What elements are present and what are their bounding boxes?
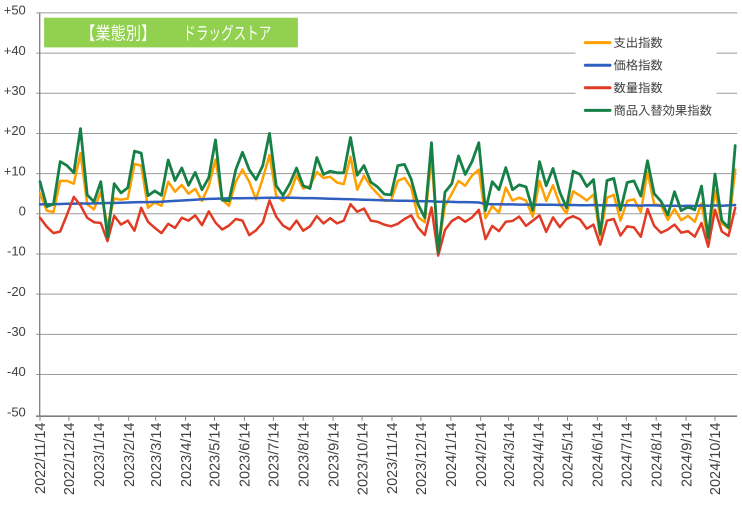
svg-text:-40: -40 xyxy=(7,364,26,379)
svg-text:2023/7/14: 2023/7/14 xyxy=(267,423,283,488)
svg-text:2022/12/14: 2022/12/14 xyxy=(62,423,78,496)
svg-text:+10: +10 xyxy=(4,163,26,178)
svg-text:+40: +40 xyxy=(4,43,26,58)
svg-text:2024/4/14: 2024/4/14 xyxy=(532,423,548,488)
svg-text:2024/9/14: 2024/9/14 xyxy=(679,423,695,488)
svg-text:2024/2/14: 2024/2/14 xyxy=(474,423,490,488)
svg-text:2023/12/14: 2023/12/14 xyxy=(414,423,430,496)
svg-text:+30: +30 xyxy=(4,83,26,98)
svg-text:-20: -20 xyxy=(7,284,26,299)
svg-text:2023/1/14: 2023/1/14 xyxy=(92,423,108,488)
svg-text:2023/11/14: 2023/11/14 xyxy=(385,423,401,495)
svg-text:2024/5/14: 2024/5/14 xyxy=(561,423,577,488)
svg-text:2023/4/14: 2023/4/14 xyxy=(179,423,195,488)
svg-text:2023/2/14: 2023/2/14 xyxy=(122,423,138,488)
svg-text:2024/8/14: 2024/8/14 xyxy=(649,423,665,488)
svg-text:2024/1/14: 2024/1/14 xyxy=(444,423,460,488)
svg-text:2024/6/14: 2024/6/14 xyxy=(591,423,607,488)
svg-text:2023/3/14: 2023/3/14 xyxy=(149,423,165,488)
svg-text:2024/7/14: 2024/7/14 xyxy=(620,423,636,488)
svg-text:2023/6/14: 2023/6/14 xyxy=(238,423,254,488)
svg-text:-50: -50 xyxy=(7,404,26,419)
svg-text:2023/5/14: 2023/5/14 xyxy=(208,423,224,488)
svg-text:2022/11/14: 2022/11/14 xyxy=(33,423,49,495)
svg-text:2024/3/14: 2024/3/14 xyxy=(502,422,518,487)
svg-text:-10: -10 xyxy=(7,244,26,259)
svg-text:2023/9/14: 2023/9/14 xyxy=(326,423,342,488)
svg-text:-30: -30 xyxy=(7,324,26,339)
svg-text:+20: +20 xyxy=(4,123,26,138)
svg-text:2024/10/14: 2024/10/14 xyxy=(708,423,724,496)
svg-text:2023/10/14: 2023/10/14 xyxy=(355,423,371,496)
svg-text:+50: +50 xyxy=(4,3,26,18)
svg-text:0: 0 xyxy=(19,204,26,219)
svg-text:2023/8/14: 2023/8/14 xyxy=(296,423,312,488)
